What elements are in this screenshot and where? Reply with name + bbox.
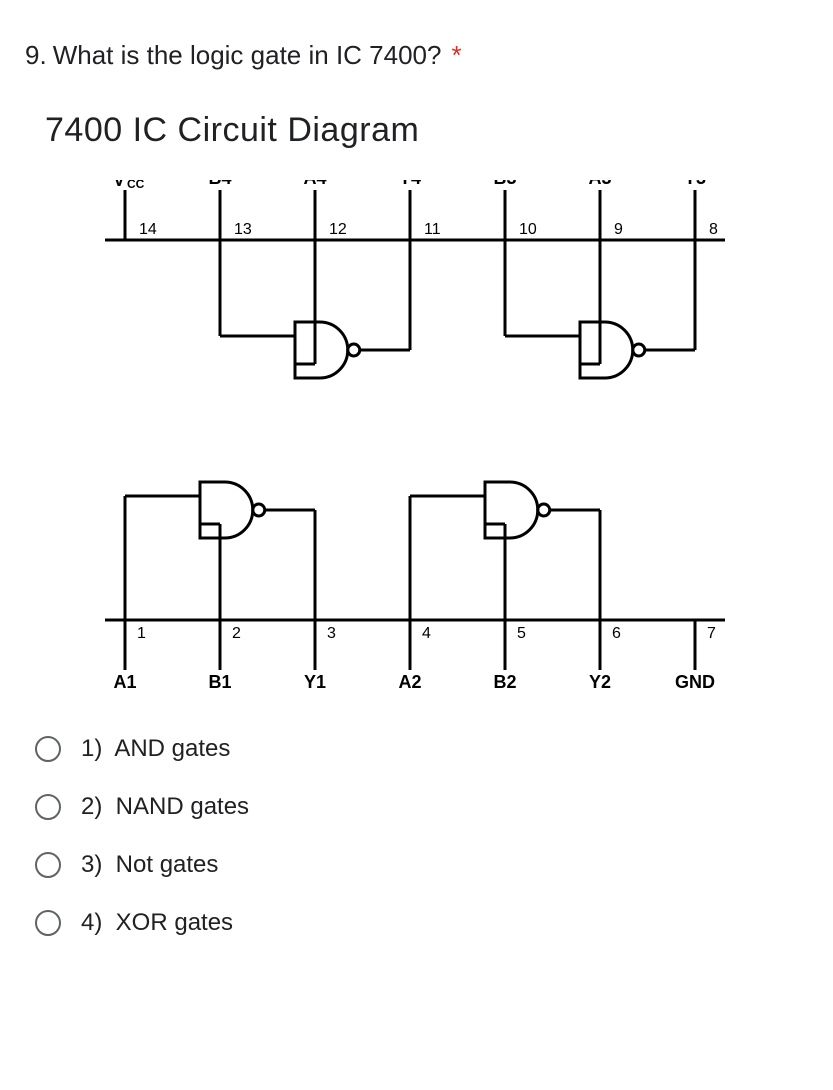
svg-text:B3: B3 [493, 180, 516, 188]
svg-text:3: 3 [327, 625, 336, 642]
option-label: 3) Not gates [81, 851, 218, 879]
option-label: 4) XOR gates [81, 909, 233, 937]
svg-text:A1: A1 [113, 672, 136, 690]
radio-icon[interactable] [35, 852, 61, 878]
question-text: What is the logic gate in IC 7400? [53, 40, 442, 71]
svg-text:2: 2 [232, 625, 241, 642]
svg-text:7: 7 [707, 625, 716, 642]
option-4[interactable]: 4) XOR gates [35, 909, 808, 937]
circuit-diagram: VCC 14 B4 13 A4 12 Y4 11 B3 10 A3 9 Y3 8 A1 1 B1 2 Y1 3 A2 4 B… [65, 180, 825, 695]
question-row: 9. What is the logic gate in IC 7400? * [25, 40, 808, 71]
svg-text:13: 13 [234, 221, 252, 238]
radio-icon[interactable] [35, 910, 61, 936]
diagram-title: 7400 IC Circuit Diagram [45, 111, 808, 150]
option-2[interactable]: 2) NAND gates [35, 793, 808, 821]
question-number: 9. [25, 40, 47, 71]
svg-text:Y3: Y3 [684, 180, 706, 188]
svg-text:A2: A2 [398, 672, 421, 690]
svg-text:CC: CC [127, 180, 145, 191]
svg-text:B4: B4 [208, 180, 231, 188]
radio-icon[interactable] [35, 736, 61, 762]
required-marker: * [451, 40, 461, 71]
svg-text:Y4: Y4 [399, 180, 421, 188]
svg-text:8: 8 [709, 221, 718, 238]
svg-text:9: 9 [614, 221, 623, 238]
svg-text:14: 14 [139, 221, 157, 238]
svg-text:10: 10 [519, 221, 537, 238]
svg-text:6: 6 [612, 625, 621, 642]
svg-text:5: 5 [517, 625, 526, 642]
svg-text:1: 1 [137, 625, 146, 642]
svg-text:B2: B2 [493, 672, 516, 690]
option-1[interactable]: 1) AND gates [35, 735, 808, 763]
svg-text:11: 11 [424, 221, 441, 238]
answer-options: 1) AND gates 2) NAND gates 3) Not gates … [25, 735, 808, 937]
radio-icon[interactable] [35, 794, 61, 820]
option-label: 2) NAND gates [81, 793, 249, 821]
svg-text:B1: B1 [208, 672, 231, 690]
svg-text:Y1: Y1 [304, 672, 326, 690]
svg-text:GND: GND [675, 672, 715, 690]
svg-text:A4: A4 [303, 180, 326, 188]
svg-text:4: 4 [422, 625, 431, 642]
svg-text:12: 12 [329, 221, 347, 238]
svg-text:Y2: Y2 [589, 672, 611, 690]
svg-text:A3: A3 [588, 180, 611, 188]
option-label: 1) AND gates [81, 735, 230, 763]
svg-text:V: V [113, 180, 125, 190]
option-3[interactable]: 3) Not gates [35, 851, 808, 879]
